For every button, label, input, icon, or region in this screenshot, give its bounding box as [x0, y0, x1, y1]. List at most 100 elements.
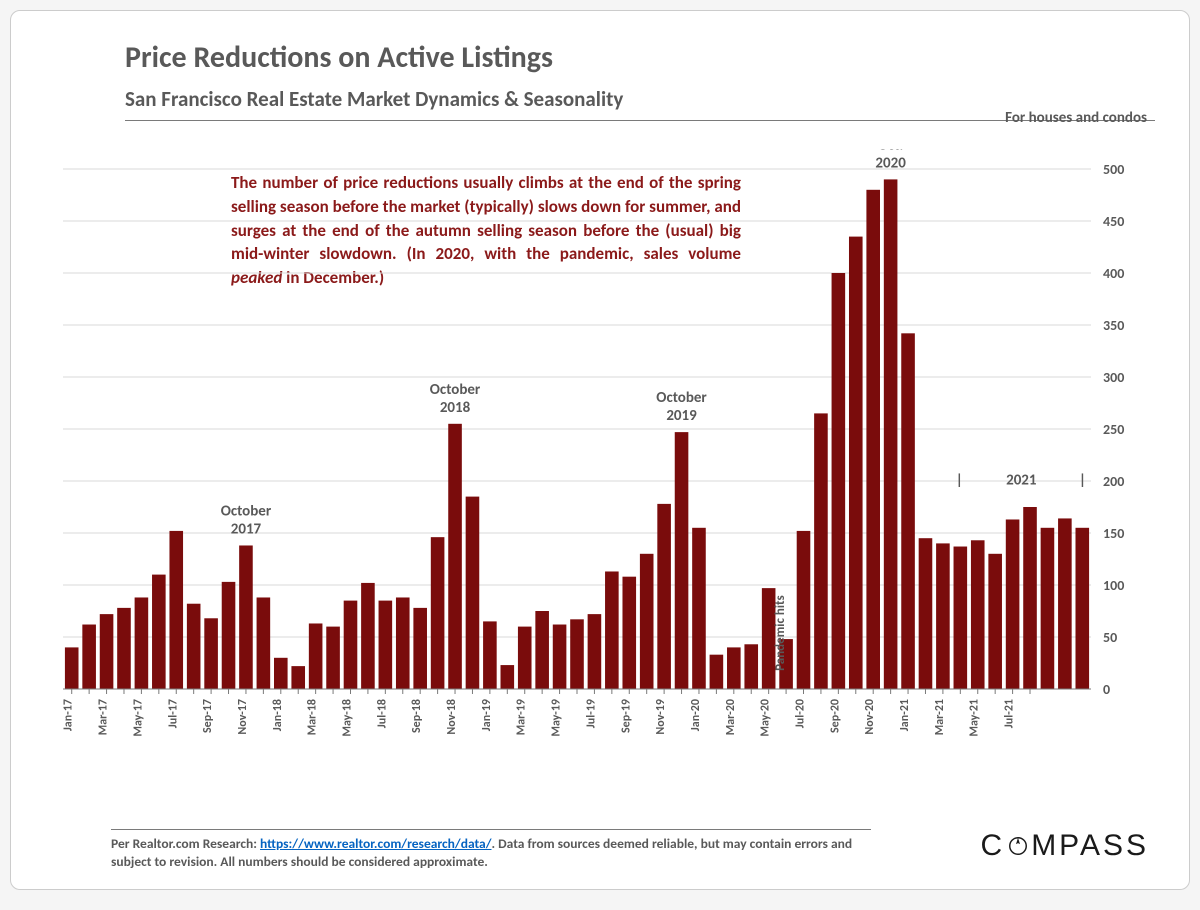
brand-compass-icon — [1007, 835, 1029, 857]
bar — [919, 538, 933, 689]
bar — [326, 627, 340, 689]
svg-text:400: 400 — [1103, 265, 1124, 282]
bar — [152, 575, 166, 689]
svg-text:Nov-18: Nov-18 — [445, 699, 459, 735]
bar — [100, 614, 114, 689]
svg-text:Mar-19: Mar-19 — [515, 699, 529, 735]
svg-text:Sep-18: Sep-18 — [410, 699, 424, 733]
bar — [901, 333, 915, 689]
bar — [117, 608, 131, 689]
svg-text:350: 350 — [1103, 317, 1124, 334]
svg-text:300: 300 — [1103, 369, 1124, 386]
svg-text:2020: 2020 — [875, 154, 906, 172]
svg-text:|: | — [1079, 471, 1086, 489]
bar — [988, 554, 1002, 689]
bar — [169, 531, 183, 689]
bar — [866, 190, 880, 689]
bar — [65, 647, 79, 689]
svg-text:|: | — [956, 471, 963, 489]
svg-text:October: October — [430, 381, 481, 399]
bar — [1075, 528, 1089, 689]
svg-text:50: 50 — [1103, 629, 1117, 646]
svg-text:2018: 2018 — [440, 399, 471, 417]
svg-text:Mar-18: Mar-18 — [306, 699, 320, 735]
svg-text:Jul-20: Jul-20 — [794, 699, 808, 728]
bar — [501, 665, 515, 689]
bar — [309, 623, 323, 689]
svg-text:Jan-19: Jan-19 — [480, 699, 494, 731]
footer-rule — [111, 829, 871, 830]
bar — [588, 614, 602, 689]
footer-link[interactable]: https://www.realtor.com/research/data/ — [260, 835, 491, 852]
bar — [448, 424, 462, 689]
svg-text:Jul-21: Jul-21 — [1003, 699, 1017, 728]
bar — [1023, 507, 1037, 689]
bar — [727, 647, 741, 689]
chart-card: Price Reductions on Active Listings San … — [10, 10, 1190, 890]
bar — [954, 547, 968, 689]
title-rule — [125, 120, 1155, 121]
svg-text:250: 250 — [1103, 421, 1124, 438]
bar — [413, 608, 427, 689]
svg-text:Nov-20: Nov-20 — [863, 699, 877, 735]
svg-text:200: 200 — [1103, 473, 1124, 490]
svg-text:May-17: May-17 — [131, 699, 145, 737]
svg-text:Jan-20: Jan-20 — [689, 699, 703, 731]
bar — [518, 627, 532, 689]
bar — [675, 432, 689, 689]
svg-text:May-18: May-18 — [340, 699, 354, 737]
bar — [361, 583, 375, 689]
bar — [884, 179, 898, 689]
svg-text:Pandemic hits: Pandemic hits — [773, 595, 788, 671]
svg-text:Sep-20: Sep-20 — [828, 699, 842, 733]
bar — [622, 577, 636, 689]
bar — [657, 504, 671, 689]
svg-text:450: 450 — [1103, 213, 1124, 230]
bar — [640, 554, 654, 689]
svg-text:Sep-19: Sep-19 — [619, 699, 633, 733]
svg-text:Mar-21: Mar-21 — [933, 699, 947, 735]
bar — [832, 273, 846, 689]
bar — [396, 597, 410, 689]
bar — [710, 655, 724, 689]
svg-text:Mar-20: Mar-20 — [724, 699, 738, 735]
svg-text:May-21: May-21 — [968, 699, 982, 737]
svg-text:500: 500 — [1103, 161, 1124, 178]
svg-text:150: 150 — [1103, 525, 1124, 542]
svg-text:Mar-17: Mar-17 — [97, 699, 111, 735]
bar — [222, 582, 236, 689]
bar — [379, 601, 393, 689]
bar — [257, 597, 271, 689]
bar — [466, 497, 480, 689]
brand-rest: MPASS — [1031, 829, 1149, 863]
bar — [274, 658, 288, 689]
bar — [744, 644, 758, 689]
footer-text: Per Realtor.com Research: https://www.re… — [111, 835, 891, 871]
bar — [204, 618, 218, 689]
svg-text:Nov-19: Nov-19 — [654, 699, 668, 735]
svg-text:0: 0 — [1103, 681, 1110, 698]
svg-text:Jan-21: Jan-21 — [898, 699, 912, 731]
bar — [483, 621, 497, 689]
chart-title: Price Reductions on Active Listings — [125, 39, 1165, 76]
bar — [692, 528, 706, 689]
svg-text:2017: 2017 — [231, 520, 262, 538]
svg-text:2019: 2019 — [666, 407, 697, 425]
svg-text:October: October — [221, 502, 272, 520]
bar — [814, 413, 828, 689]
footer-prefix: Per Realtor.com Research: — [111, 835, 260, 852]
svg-text:May-20: May-20 — [759, 699, 773, 737]
svg-text:October: October — [656, 389, 707, 407]
svg-text:Nov-17: Nov-17 — [236, 699, 250, 735]
chart-area: 050100150200250300350400450500Jan-17Mar-… — [51, 149, 1151, 779]
top-note: For houses and condos — [1005, 109, 1147, 127]
bar — [570, 619, 584, 689]
svg-text:Jul-19: Jul-19 — [584, 699, 598, 728]
bar — [553, 625, 567, 689]
svg-text:Jan-17: Jan-17 — [62, 699, 76, 731]
bar — [291, 666, 305, 689]
bar — [1058, 518, 1072, 689]
svg-text:May-19: May-19 — [550, 699, 564, 737]
bar — [431, 537, 445, 689]
svg-text:Sep-17: Sep-17 — [201, 699, 215, 733]
